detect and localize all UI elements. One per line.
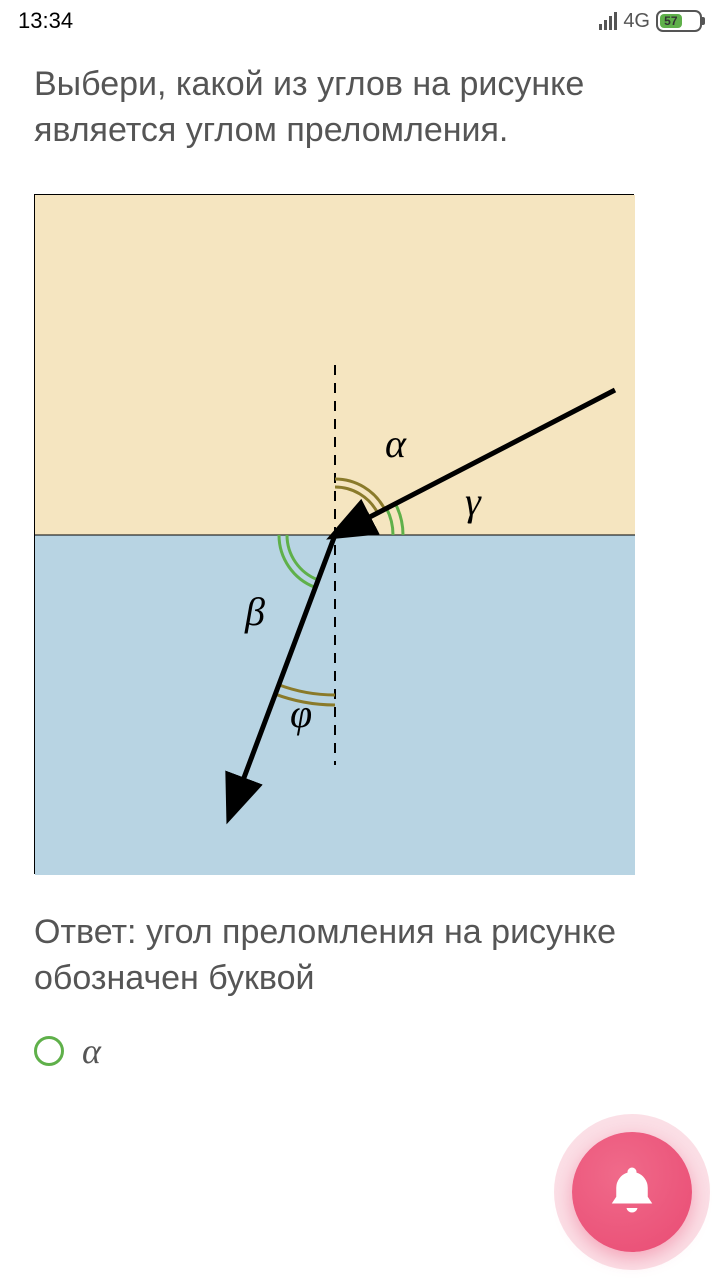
status-time: 13:34 — [18, 8, 73, 34]
status-bar: 13:34 4G 57 — [0, 0, 720, 42]
answer-text: Ответ: угол преломления на рисунке обозн… — [34, 910, 686, 1002]
battery-icon: 57 — [656, 10, 702, 32]
svg-text:γ: γ — [465, 479, 482, 524]
battery-level: 57 — [660, 14, 682, 28]
signal-icon — [599, 12, 617, 30]
status-right: 4G 57 — [599, 10, 702, 33]
option-label-0: α — [82, 1030, 101, 1072]
radio-0[interactable] — [34, 1036, 64, 1066]
svg-text:φ: φ — [290, 691, 312, 736]
question-text: Выбери, какой из углов на рисунке являет… — [34, 62, 686, 154]
content-area: Выбери, какой из углов на рисунке являет… — [0, 42, 720, 1072]
svg-text:α: α — [385, 421, 407, 466]
svg-text:β: β — [244, 589, 265, 634]
option-0[interactable]: α — [34, 1030, 686, 1072]
bell-icon — [605, 1163, 659, 1222]
network-label: 4G — [623, 10, 650, 33]
notification-fab[interactable] — [572, 1132, 692, 1252]
answer-section: Ответ: угол преломления на рисунке обозн… — [34, 910, 686, 1072]
options-list: α — [34, 1030, 686, 1072]
refraction-diagram: α γ β φ — [34, 194, 634, 874]
